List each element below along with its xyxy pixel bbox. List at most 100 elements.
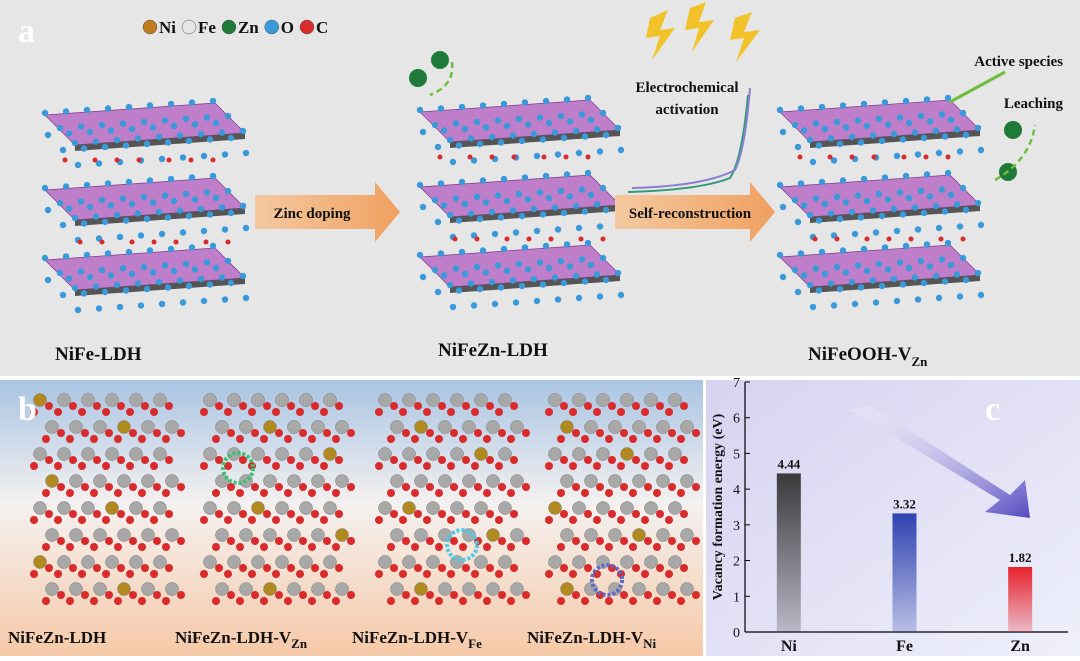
o-atom [236,597,244,605]
metal-atom [81,501,95,515]
panel-label: a [18,13,35,50]
o-atom [471,570,479,578]
o-atom [584,564,592,572]
metal-atom [105,447,119,461]
o-atom [387,489,395,497]
atom [614,124,622,132]
atom [227,134,235,142]
o-atom [459,489,467,497]
atom [572,202,580,210]
atom [812,265,820,272]
atom [149,124,157,131]
o-atom [138,435,146,443]
atom [86,203,94,211]
metal-atom [378,501,392,515]
atom [959,254,967,262]
o-atom [102,570,110,578]
atom [167,100,175,108]
o-atom [347,591,355,599]
atom [500,175,508,183]
metal-atom [620,555,634,569]
atom [893,152,901,160]
atom [884,196,892,203]
o-atom [54,516,62,524]
o-atom [263,456,271,464]
metal-atom [287,474,301,488]
o-atom [296,516,304,524]
atom [92,213,100,220]
o-atom [387,435,395,443]
o-atom [114,489,122,497]
o-atom [153,537,161,545]
atom [911,204,919,211]
o-atom [102,516,110,524]
o-atom [632,564,640,572]
metal-atom [414,582,428,596]
arrow [615,182,775,242]
atom [200,227,208,235]
label-sub: Fe [468,636,482,651]
o-atom [141,456,149,464]
atom [575,149,583,157]
o-atom [236,489,244,497]
metal-atom [263,528,277,542]
atom [935,149,943,157]
atom [59,221,67,229]
atom [899,136,907,143]
o-atom [81,429,89,437]
atom [107,127,115,134]
metal-atom [263,474,277,488]
o-atom [411,489,419,497]
o-atom [105,429,113,437]
atom [875,115,883,123]
atom [479,177,487,184]
metal-atom [584,474,598,488]
legend-swatch [181,19,197,35]
metal-atom [251,447,265,461]
atom [914,296,922,303]
atom [539,136,547,143]
legend-label: O [281,18,294,37]
atom [944,239,952,247]
metal-atom [498,501,512,515]
atom [512,229,520,236]
o-atom [332,597,340,605]
o-atom [42,543,50,551]
atom [458,178,466,186]
activation-label: activation [655,102,719,118]
atom [155,208,163,216]
o-atom [129,537,137,545]
chart: c Vacancy formation energy (eV) 0 1 2 3 4 5 6 7… [711,376,1068,655]
atom [128,125,136,133]
atom [827,280,835,287]
metal-atom [560,528,574,542]
o-atom [239,564,247,572]
metal-atom [378,447,392,461]
atom [470,302,478,309]
metal-atom [33,501,47,515]
o-atom [251,429,259,437]
water [563,154,569,160]
o-atom [414,402,422,410]
atom [587,191,595,199]
curve [631,87,751,189]
metal-atom [117,528,131,542]
o-atom [411,543,419,551]
o-atom [483,489,491,497]
structure-label: NiFeZn-LDH [8,628,106,647]
metal-atom [93,474,107,488]
o-atom [426,429,434,437]
o-atom [347,429,355,437]
metal-atom [510,474,524,488]
atom [239,272,247,280]
atom [176,132,184,139]
o-atom [426,483,434,491]
metal-atom [498,555,512,569]
metal-atom [69,528,83,542]
metal-atom [450,447,464,461]
o-atom [665,462,673,470]
o-atom [605,597,613,605]
water [114,157,120,163]
metal-atom [450,501,464,515]
o-atom [387,597,395,605]
